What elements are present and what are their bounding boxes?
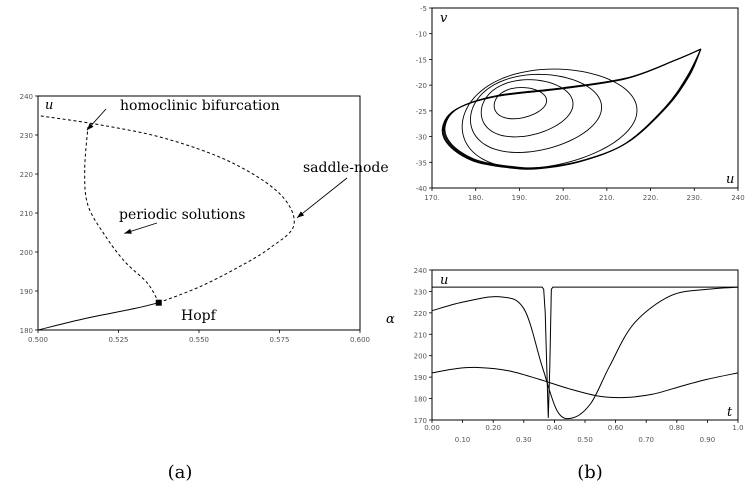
- y-tick-label: 180: [414, 396, 427, 404]
- x-tick-label: 0.525: [108, 336, 128, 344]
- x-tick-label: 190.: [512, 194, 528, 202]
- x-tick-label: 0.575: [269, 336, 289, 344]
- annotation-hopf: Hopf: [181, 308, 218, 324]
- x-tick-label: 0.60: [608, 424, 624, 432]
- panel-b-time-series: 0.00 0.20 0.40 0.60 0.80 1.0 0.10 0.30 0.50 0.70 0…: [414, 267, 744, 483]
- x-tick-label: 0.40: [547, 424, 563, 432]
- panel-a-ticks: 0.500 0.525 0.550 0.575 0.600 180 190 200 210 220…: [20, 93, 370, 344]
- annotation-periodic-solutions: periodic solutions: [119, 207, 245, 223]
- arrow-periodic-solutions-head: [124, 228, 132, 234]
- arrow-homoclinic-bifurcation-head: [86, 123, 94, 131]
- x-tick-label: 0.600: [350, 336, 370, 344]
- limit-cycle-orbit: [461, 68, 638, 169]
- panel-b-top-plot-frame: [431, 7, 739, 189]
- panel-b-bottom-x-axis-label: t: [727, 405, 733, 420]
- limit-cycle-orbit: [470, 73, 603, 153]
- y-tick-label: 200: [20, 249, 33, 257]
- periodic-solutions-branch: [84, 127, 160, 303]
- annotation-saddle-node: saddle-node: [303, 160, 389, 176]
- stable-equilibrium-branch: [37, 302, 159, 331]
- x-tick-label: 0.30: [516, 436, 532, 444]
- y-tick-label: -15: [416, 56, 427, 64]
- x-tick-label: 200.: [555, 194, 571, 202]
- panel-a-y-axis-label: u: [45, 98, 53, 113]
- limit-cycle-orbit: [493, 87, 548, 120]
- panel-b-top-ticks: 170. 180. 190. 200. 210. 220. 230. 240 -5 -10 -15 -…: [416, 5, 745, 202]
- x-tick-label: 0.550: [189, 336, 209, 344]
- panel-b-top-x-axis-label: u: [726, 172, 734, 187]
- unstable-equilibrium-branch: [37, 115, 295, 304]
- y-tick-label: -25: [416, 108, 427, 116]
- y-tick-label: 190: [414, 374, 427, 382]
- y-tick-label: 230: [414, 288, 427, 296]
- x-tick-label: 230.: [686, 194, 702, 202]
- x-tick-label: 0.70: [638, 436, 654, 444]
- x-tick-label: 220.: [643, 194, 659, 202]
- y-tick-label: -10: [416, 31, 427, 39]
- x-tick-label: 0.80: [669, 424, 685, 432]
- annotation-homoclinic-bifurcation: homoclinic bifurcation: [120, 98, 280, 114]
- y-tick-label: 230: [20, 132, 33, 140]
- panel-b-top-orbits: [441, 48, 702, 170]
- y-tick-label: -35: [416, 159, 427, 167]
- panel-b-bottom-plot-frame: [431, 269, 739, 421]
- panel-a-x-axis-label: α: [386, 312, 395, 327]
- panel-b-caption: (b): [577, 462, 603, 483]
- time-series-near-homoclinic: [432, 286, 738, 418]
- arrow-saddle-node: [296, 177, 348, 219]
- x-tick-label: 170.: [424, 194, 440, 202]
- panel-b-bottom-curves: [431, 286, 739, 420]
- x-tick-label: 0.90: [700, 436, 716, 444]
- y-tick-label: 180: [20, 327, 33, 335]
- y-tick-label: 190: [20, 288, 33, 296]
- x-tick-label: 1.0: [732, 424, 743, 432]
- hopf-point-marker: [155, 299, 162, 306]
- y-tick-label: 220: [414, 310, 427, 318]
- y-tick-label: 210: [20, 210, 33, 218]
- x-tick-label: 0.10: [455, 436, 471, 444]
- limit-cycle-orbit: [480, 79, 574, 138]
- y-tick-label: 210: [414, 331, 427, 339]
- arrow-saddle-node-head: [296, 211, 305, 218]
- x-tick-label: 0.00: [424, 424, 440, 432]
- panel-a-caption: (a): [168, 462, 193, 483]
- x-tick-label: 0.500: [28, 336, 48, 344]
- homoclinic-orbit-strand: [444, 48, 702, 169]
- y-tick-label: -5: [420, 5, 427, 13]
- y-tick-label: 240: [20, 93, 33, 101]
- panel-b-top-y-axis-label: v: [440, 11, 448, 26]
- x-tick-label: 240: [731, 194, 744, 202]
- panel-a-curves: [37, 115, 295, 331]
- y-tick-label: 240: [414, 267, 427, 275]
- panel-a-annotation-arrows: [86, 108, 348, 234]
- time-series-small-cycle: [431, 366, 739, 399]
- panel-b-bottom-ticks: 0.00 0.20 0.40 0.60 0.80 1.0 0.10 0.30 0.50 0.70 0…: [414, 267, 744, 444]
- y-tick-label: -20: [416, 82, 427, 90]
- homoclinic-orbit-strand: [441, 48, 702, 170]
- panel-b-phase-portrait: 170. 180. 190. 200. 210. 220. 230. 240 -5 -10 -15 -…: [416, 5, 745, 202]
- panel-b-bottom-y-axis-label: u: [440, 273, 448, 288]
- x-tick-label: 0.50: [577, 436, 593, 444]
- time-series-large-cycle: [431, 286, 739, 420]
- panel-a-bifurcation-diagram: 0.500 0.525 0.550 0.575 0.600 180 190 200 210 220…: [20, 93, 395, 483]
- x-tick-label: 0.20: [485, 424, 501, 432]
- y-tick-label: 220: [20, 171, 33, 179]
- x-tick-label: 210.: [599, 194, 615, 202]
- y-tick-label: -40: [416, 185, 427, 193]
- y-tick-label: 170: [414, 417, 427, 425]
- y-tick-label: 200: [414, 353, 427, 361]
- x-tick-label: 180.: [468, 194, 484, 202]
- y-tick-label: -30: [416, 134, 427, 142]
